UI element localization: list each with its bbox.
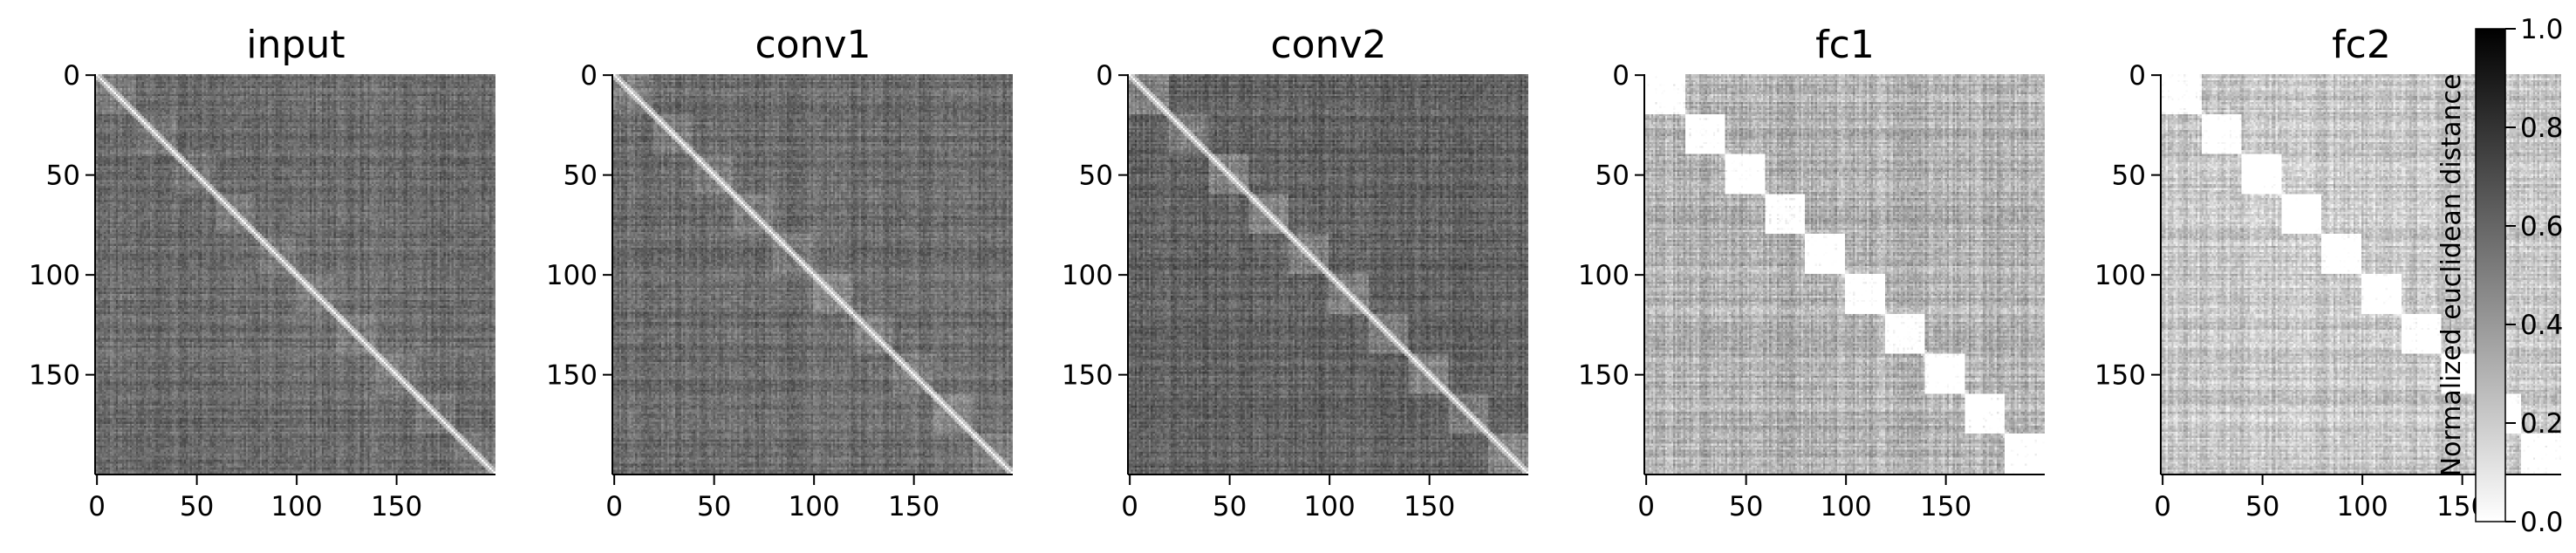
- y-tick-label: 50: [2112, 160, 2146, 192]
- y-tick-label: 50: [1595, 160, 1630, 192]
- x-tick-label: 150: [371, 491, 422, 522]
- x-tick-label: 0: [605, 491, 623, 522]
- x-tick-label: 100: [789, 491, 840, 522]
- x-tick-label: 0: [1121, 491, 1138, 522]
- y-tick-label: 100: [1062, 260, 1113, 291]
- x-tick-label: 50: [180, 491, 214, 522]
- x-tick-label: 0: [2154, 491, 2171, 522]
- panel-title: conv2: [1270, 23, 1386, 67]
- x-tick-label: 50: [1213, 491, 1247, 522]
- heatmap-image-conv2: [1129, 74, 1528, 474]
- heatmap-panel-input: input 0 50 100 150 0 50 100 150: [29, 23, 495, 522]
- x-tick-label: 50: [1729, 491, 1763, 522]
- colorbar: 0.0 0.2 0.4 0.6 0.8 1.0 Normalized euclidean d…: [2436, 14, 2563, 538]
- y-tick-label: 150: [546, 360, 598, 392]
- y-tick-label: 100: [29, 260, 80, 291]
- y-tick-label: 0: [2128, 60, 2146, 92]
- colorbar-tick-label: 0.6: [2520, 211, 2563, 242]
- colorbar-tick-label: 0.8: [2520, 113, 2563, 144]
- colorbar-tick-label: 1.0: [2520, 14, 2563, 45]
- colorbar-tick-label: 0.2: [2520, 408, 2563, 440]
- heatmap-panel-conv2: conv2 0 50 100 150 0 50 100 150: [1062, 23, 1528, 522]
- colorbar-label: Normalized euclidean distance: [2436, 74, 2467, 477]
- x-tick-label: 100: [1821, 491, 1872, 522]
- x-tick-label: 100: [2337, 491, 2388, 522]
- x-tick-label: 0: [88, 491, 106, 522]
- y-tick-label: 150: [29, 360, 80, 392]
- y-tick-label: 50: [564, 160, 598, 192]
- y-tick-label: 0: [63, 60, 80, 92]
- y-tick-label: 0: [580, 60, 598, 92]
- x-tick-label: 50: [697, 491, 731, 522]
- panel-title: fc2: [2332, 23, 2391, 67]
- heatmap-image-input: [96, 74, 495, 474]
- y-tick-label: 100: [2094, 260, 2146, 291]
- y-tick-label: 150: [2094, 360, 2146, 392]
- y-tick-label: 0: [1612, 60, 1630, 92]
- y-tick-label: 50: [1079, 160, 1113, 192]
- y-tick-label: 150: [1578, 360, 1630, 392]
- panel-title: conv1: [755, 23, 871, 67]
- heatmap-panel-fc1: fc1 0 50 100 150 0 50 100 150: [1578, 23, 2045, 522]
- colorbar-tick-label: 0.0: [2520, 507, 2563, 538]
- x-tick-label: 0: [1637, 491, 1655, 522]
- heatmap-image-fc1: [1645, 74, 2045, 474]
- y-tick-label: 150: [1062, 360, 1113, 392]
- y-tick-label: 100: [1578, 260, 1630, 291]
- heatmap-image-conv1: [613, 74, 1013, 474]
- x-tick-label: 150: [888, 491, 940, 522]
- x-tick-label: 150: [1404, 491, 1455, 522]
- x-tick-label: 100: [271, 491, 323, 522]
- x-tick-label: 100: [1304, 491, 1356, 522]
- x-tick-label: 50: [2245, 491, 2279, 522]
- y-tick-label: 0: [1096, 60, 1113, 92]
- y-tick-label: 100: [546, 260, 598, 291]
- panel-title: fc1: [1815, 23, 1875, 67]
- panel-title: input: [246, 23, 345, 67]
- heatmap-panel-conv1: conv1 0 50 100 150 0 50 100 150: [546, 23, 1013, 522]
- x-tick-label: 150: [1920, 491, 1971, 522]
- colorbar-tick-label: 0.4: [2520, 310, 2563, 341]
- y-tick-label: 50: [46, 160, 80, 192]
- colorbar-gradient: [2475, 28, 2506, 522]
